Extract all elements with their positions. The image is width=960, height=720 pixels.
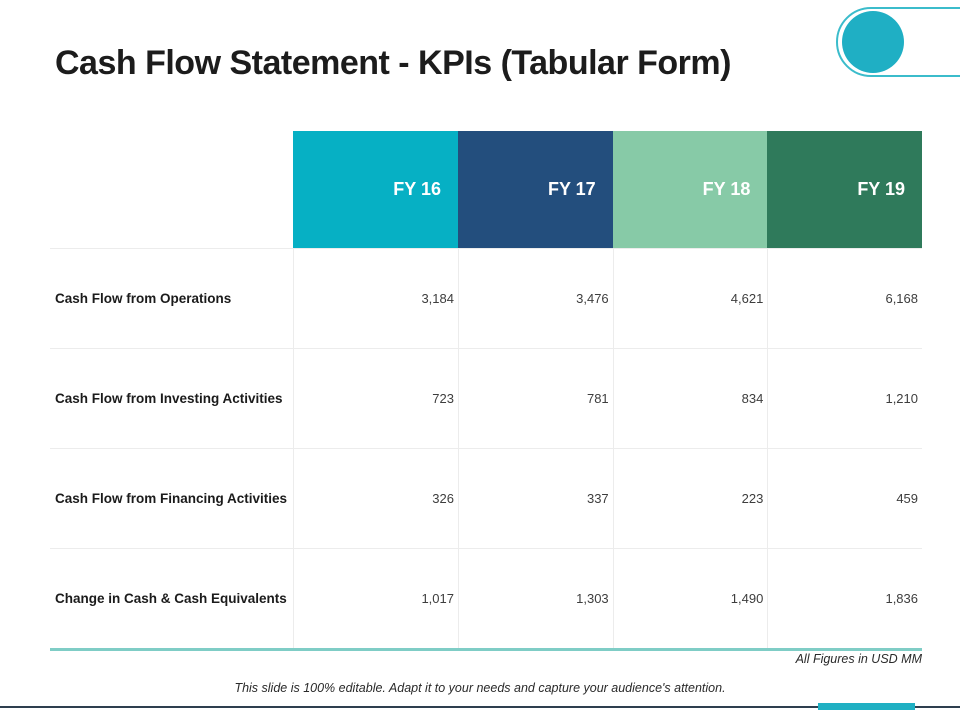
table-cell: 3,184 xyxy=(293,249,458,348)
table-cell: 834 xyxy=(612,349,768,448)
column-header-fy19: FY 19 xyxy=(767,131,923,248)
row-label: Cash Flow from Operations xyxy=(55,291,232,306)
table-header-spacer xyxy=(50,131,293,248)
table-cell: 326 xyxy=(293,449,458,548)
table-row-change-in-cash: Change in Cash & Cash Equivalents 1,017 … xyxy=(50,548,922,648)
table-row-financing: Cash Flow from Financing Activities 326 … xyxy=(50,448,922,548)
table-cell: 1,490 xyxy=(612,549,768,648)
table-cell: 781 xyxy=(458,349,613,448)
row-label: Cash Flow from Financing Activities xyxy=(55,491,288,506)
row-label: Cash Flow from Investing Activities xyxy=(55,391,283,406)
table-cell: 4,621 xyxy=(612,249,768,348)
table-row-investing: Cash Flow from Investing Activities 723 … xyxy=(50,348,922,448)
units-footnote: All Figures in USD MM xyxy=(795,652,922,666)
table-cell: 1,303 xyxy=(458,549,613,648)
editable-footnote: This slide is 100% editable. Adapt it to… xyxy=(234,681,726,695)
table-cell: 1,836 xyxy=(767,549,922,648)
footer-line xyxy=(0,706,960,708)
table-cell: 337 xyxy=(458,449,613,548)
table-cell: 723 xyxy=(293,349,458,448)
slide-title: Cash Flow Statement - KPIs (Tabular Form… xyxy=(55,43,731,82)
table-cell: 3,476 xyxy=(458,249,613,348)
kpi-table: FY 16 FY 17 FY 18 FY 19 Cash Flow from O… xyxy=(50,131,923,651)
corner-circle-decoration xyxy=(842,11,904,73)
table-cell: 1,017 xyxy=(293,549,458,648)
column-header-fy18: FY 18 xyxy=(612,131,768,248)
row-label: Change in Cash & Cash Equivalents xyxy=(55,591,287,606)
column-header-fy16: FY 16 xyxy=(293,131,458,248)
table-cell: 1,210 xyxy=(767,349,922,448)
table-header-row: FY 16 FY 17 FY 18 FY 19 xyxy=(50,131,923,248)
table-cell: 223 xyxy=(612,449,768,548)
corner-pill-outline xyxy=(836,7,960,77)
table-cell: 6,168 xyxy=(767,249,922,348)
column-header-fy17: FY 17 xyxy=(458,131,613,248)
table-cell: 459 xyxy=(767,449,922,548)
footer-accent-bar xyxy=(818,703,915,710)
table-row-operations: Cash Flow from Operations 3,184 3,476 4,… xyxy=(50,248,922,348)
